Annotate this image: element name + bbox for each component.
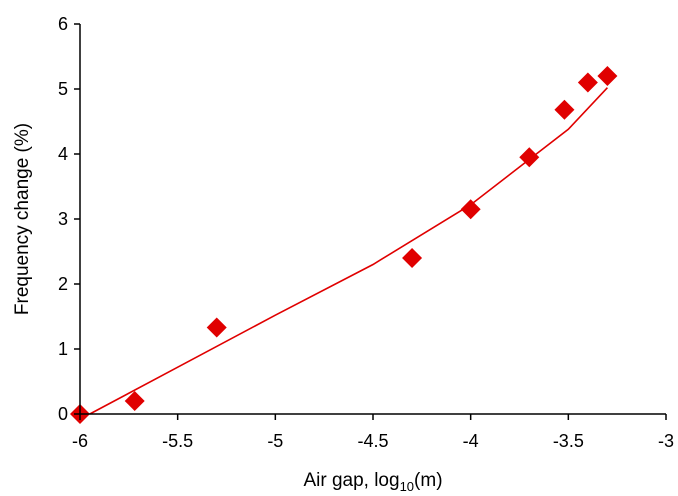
data-point-diamond: [597, 66, 618, 86]
y-tick-label: 1: [58, 339, 68, 359]
x-axis-title-subscript: 10: [400, 479, 414, 494]
y-tick-label: 3: [58, 209, 68, 229]
x-axis-title: Air gap, log10(m): [303, 470, 442, 494]
x-tick-label: -4: [463, 431, 479, 451]
x-tick-label: -3.5: [553, 431, 584, 451]
trendline: [89, 87, 608, 415]
x-tick-label: -3: [658, 431, 674, 451]
y-tick-label: 5: [58, 79, 68, 99]
x-tick-label: -5.5: [162, 431, 193, 451]
y-tick-label: 6: [58, 14, 68, 34]
y-tick-label: 2: [58, 274, 68, 294]
x-axis-ticks: -6 -5.5 -5 -4.5 -4 -3.5 -3: [72, 414, 674, 451]
data-point-diamond: [206, 317, 227, 338]
x-tick-label: -4.5: [357, 431, 388, 451]
x-axis-title-suffix: (m): [414, 470, 442, 491]
x-tick-label: -5: [267, 431, 283, 451]
data-point-diamond: [402, 248, 423, 268]
data-point-diamond: [519, 147, 540, 168]
x-tick-label: -6: [72, 431, 88, 451]
plot-area: [70, 66, 618, 424]
data-point-diamond: [577, 72, 598, 93]
y-tick-label: 0: [58, 404, 68, 424]
x-axis-title-main: Air gap, log: [303, 470, 399, 491]
y-axis-title: Frequency change (%): [12, 123, 33, 315]
data-point-diamond: [124, 391, 145, 411]
data-point-diamond: [554, 99, 575, 120]
data-point-diamond: [460, 199, 481, 220]
y-tick-label: 4: [58, 144, 68, 164]
y-axis-ticks: 0 1 2 3 4 5 6: [58, 14, 80, 424]
